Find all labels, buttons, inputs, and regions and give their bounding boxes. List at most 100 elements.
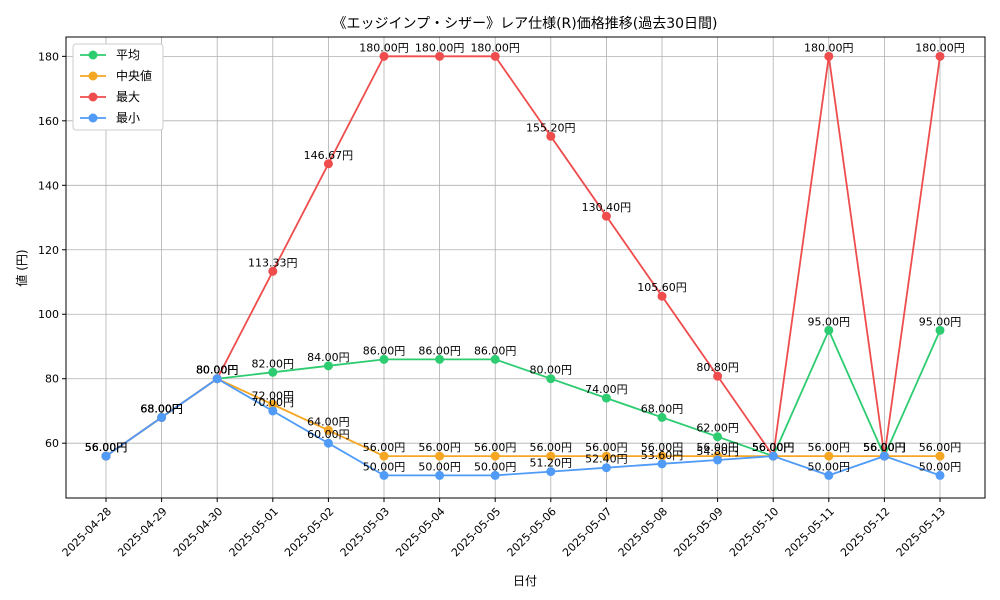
data-label: 56.00円 [752, 441, 795, 454]
y-axis-label: 値 (円) [14, 249, 29, 286]
data-label: 56.00円 [363, 441, 406, 454]
data-point [490, 451, 500, 461]
data-point [268, 266, 278, 276]
data-point [323, 438, 333, 448]
x-tick-label: 2025-05-04 [393, 505, 447, 559]
y-axis-ticks: 60 80 100 120 140 160 180 [38, 50, 66, 450]
data-point [435, 451, 445, 461]
legend-marker [88, 50, 98, 60]
x-tick-label: 2025-05-05 [449, 505, 503, 559]
data-point [601, 393, 611, 403]
data-point [935, 325, 945, 335]
x-tick-label: 2025-05-12 [838, 505, 892, 559]
x-axis-ticks: 2025-04-28 2025-04-29 2025-04-30 2025-05-01… [60, 498, 948, 559]
data-point [323, 159, 333, 169]
data-label: 56.00円 [85, 441, 128, 454]
data-point [657, 451, 667, 461]
data-label: 56.00円 [474, 441, 517, 454]
data-label: 50.00円 [808, 460, 851, 473]
legend-marker [88, 71, 98, 81]
data-point [824, 325, 834, 335]
data-label: 180.00円 [470, 41, 520, 54]
data-point [268, 367, 278, 377]
data-point [212, 374, 222, 384]
data-label: 180.00円 [415, 41, 465, 54]
data-point [101, 451, 111, 461]
data-label: 80.00円 [196, 364, 239, 377]
legend-marker [88, 92, 98, 102]
legend-label: 中央値 [116, 68, 152, 83]
data-label: 56.00円 [863, 441, 906, 454]
x-tick-label: 2025-04-28 [60, 505, 114, 559]
y-tick-label: 60 [45, 437, 59, 450]
data-point [268, 400, 278, 410]
data-label: 113.33円 [248, 256, 298, 269]
grid [66, 37, 985, 498]
data-label: 180.00円 [804, 41, 854, 54]
data-label: 68.00円 [641, 402, 684, 415]
data-point [935, 51, 945, 61]
data-point [657, 412, 667, 422]
data-point [323, 361, 333, 371]
data-label: 82.00円 [252, 357, 295, 370]
data-point [435, 354, 445, 364]
data-point [713, 455, 723, 465]
data-label: 68.00円 [140, 402, 183, 415]
data-label: 68.00円 [140, 402, 183, 415]
y-tick-label: 80 [45, 373, 59, 386]
data-label: 56.00円 [696, 441, 739, 454]
x-tick-label: 2025-05-06 [505, 505, 559, 559]
data-label: 50.00円 [474, 460, 517, 473]
x-tick-label: 2025-05-11 [783, 505, 837, 559]
data-point [601, 451, 611, 461]
data-point [935, 470, 945, 480]
x-tick-label: 2025-04-30 [171, 505, 225, 559]
data-point [157, 412, 167, 422]
data-label: 54.80円 [696, 445, 739, 458]
data-point [657, 459, 667, 469]
data-point [379, 470, 389, 480]
data-point [768, 451, 778, 461]
data-label: 80.00円 [196, 364, 239, 377]
data-label: 146.67円 [304, 149, 354, 162]
data-label: 70.00円 [252, 396, 295, 409]
data-point [824, 470, 834, 480]
data-label: 56.00円 [530, 441, 573, 454]
data-point [379, 354, 389, 364]
data-label: 51.20円 [530, 457, 573, 470]
y-tick-label: 160 [38, 115, 59, 128]
data-label: 52.40円 [585, 453, 628, 466]
data-point [824, 51, 834, 61]
data-point [490, 470, 500, 480]
data-label: 86.00円 [474, 344, 517, 357]
y-tick-label: 100 [38, 308, 59, 321]
data-label: 155.20円 [526, 121, 576, 134]
data-point [268, 406, 278, 416]
series-lines [101, 51, 945, 480]
data-point [546, 467, 556, 477]
data-label: 80.00円 [530, 364, 573, 377]
data-point [546, 451, 556, 461]
x-tick-label: 2025-05-03 [338, 505, 392, 559]
data-label: 180.00円 [915, 41, 965, 54]
data-label: 56.00円 [752, 441, 795, 454]
x-tick-label: 2025-05-09 [671, 505, 725, 559]
chart-title: 《エッジインプ・シザー》レア仕様(R)価格推移(過去30日間) [333, 16, 718, 32]
y-tick-label: 140 [38, 179, 59, 192]
data-label: 80.80円 [696, 361, 739, 374]
data-point [546, 131, 556, 141]
data-label: 56.00円 [863, 441, 906, 454]
x-tick-label: 2025-05-08 [616, 505, 670, 559]
x-tick-label: 2025-05-10 [727, 505, 781, 559]
y-tick-label: 180 [38, 50, 59, 63]
data-labels: 56.00円 68.00円 80.00円 82.00円 84.00円 86.00円 86.0… [85, 41, 965, 473]
data-point [824, 451, 834, 461]
data-label: 180.00円 [359, 41, 409, 54]
x-axis-label: 日付 [513, 574, 537, 588]
data-label: 56.00円 [752, 441, 795, 454]
data-point [490, 354, 500, 364]
data-label: 56.00円 [752, 441, 795, 454]
legend-label: 平均 [116, 48, 140, 62]
x-tick-label: 2025-05-07 [560, 505, 614, 559]
